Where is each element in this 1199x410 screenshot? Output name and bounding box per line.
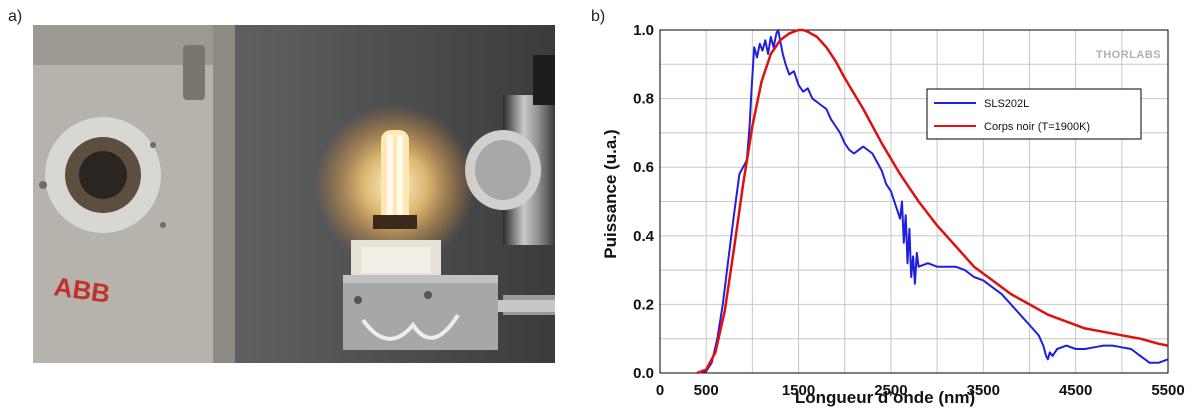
legend: SLS202L Corps noir (T=1900K) bbox=[926, 88, 1142, 140]
y-tick-label: 0.2 bbox=[633, 296, 654, 313]
y-axis-title: Puissance (u.a.) bbox=[601, 129, 620, 258]
y-tick-label: 1.0 bbox=[633, 22, 654, 39]
x-tick-label: 2500 bbox=[874, 382, 907, 399]
y-tick-label: 0.8 bbox=[633, 91, 654, 108]
legend-label-sls202l: SLS202L bbox=[984, 98, 1029, 110]
y-tick-label: 0.4 bbox=[633, 228, 655, 245]
panel-a-label: a) bbox=[8, 8, 23, 25]
panel-b-label: b) bbox=[591, 8, 606, 25]
x-tick-label: 0 bbox=[656, 382, 664, 399]
series-line-corps-noir bbox=[696, 28, 1169, 375]
lamp-photo: ABB bbox=[33, 25, 555, 363]
x-tick-label: 3500 bbox=[967, 382, 1000, 399]
tick-labels: 0 500 1500 2500 3500 4500 5500 0.0 0.2 0.4 0.6 0.8 1… bbox=[633, 22, 1185, 399]
x-tick-label: 500 bbox=[694, 382, 719, 399]
plot-frame bbox=[659, 29, 1169, 374]
x-axis-title: Longueur d’onde (nm) bbox=[795, 388, 975, 407]
x-tick-label: 4500 bbox=[1059, 382, 1092, 399]
x-tick-label: 1500 bbox=[782, 382, 815, 399]
thorlabs-logo: THORLABS bbox=[1096, 49, 1161, 61]
legend-label-corps-noir: Corps noir (T=1900K) bbox=[984, 121, 1090, 133]
series-layer bbox=[696, 28, 1169, 375]
y-tick-label: 0.6 bbox=[633, 159, 654, 176]
series-line-sls202l bbox=[696, 29, 1169, 374]
x-tick-label: 5500 bbox=[1151, 382, 1184, 399]
y-tick-label: 0.0 bbox=[633, 365, 654, 382]
spectrum-chart: 0 500 1500 2500 3500 4500 5500 0.0 0.2 0.4 0.6 0.8 1… bbox=[601, 22, 1185, 407]
